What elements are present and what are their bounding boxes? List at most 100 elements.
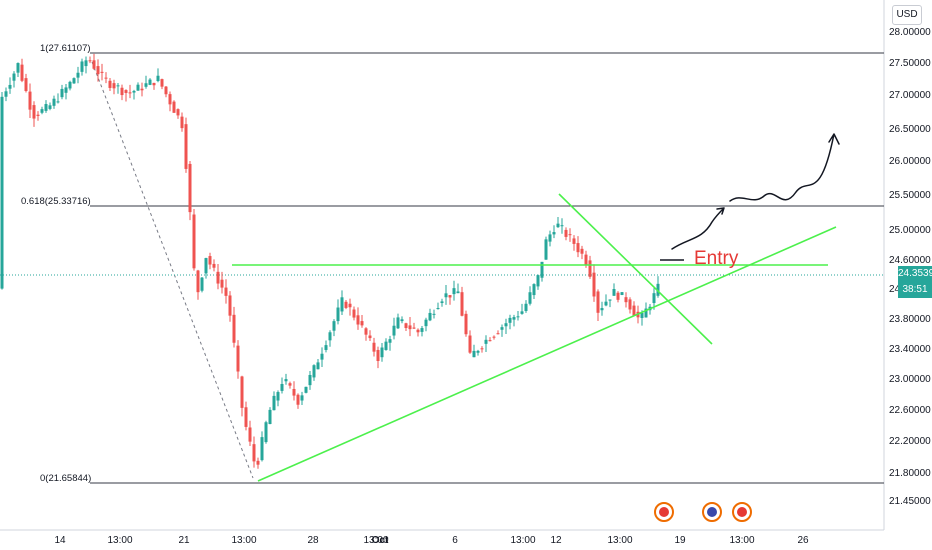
candle [432,309,436,319]
entry-label: Entry [694,248,739,269]
candle [376,346,380,369]
candle [128,84,132,99]
candle [620,292,624,296]
candle [228,291,232,322]
candle [304,386,308,394]
x-tick-label: 6 [452,535,458,546]
y-tick-label: 23.40000 [889,344,931,355]
candle [268,407,272,425]
candle [232,306,236,348]
us-flag-icon [707,507,717,517]
candle [452,280,456,301]
descending-trendline [558,193,713,345]
x-tick-label: 13:00 [607,535,632,546]
y-axis-ticks: 28.00000 27.50000 27.00000 26.50000 26.00000… [889,27,931,507]
candle [344,299,348,310]
candle [532,283,536,300]
currency-badge[interactable]: USD [892,5,922,25]
fib-trend-dashed [91,61,254,479]
candle [504,318,508,334]
x-tick-label: 21 [178,535,190,546]
candle [0,91,4,290]
candle [328,330,332,347]
candle [420,325,424,337]
us-flag-icon [659,507,669,517]
candle [60,84,64,100]
y-tick-label: 22.60000 [889,405,931,416]
candle [284,373,288,385]
candle [28,83,32,119]
candle [100,63,104,81]
candle [380,342,384,362]
candle [308,371,312,390]
y-tick-label: 27.00000 [889,90,931,101]
x-tick-label: Oct [372,535,389,546]
candle [572,235,576,251]
candle [208,252,212,270]
candle [340,290,344,316]
candle [592,264,596,302]
candle [36,111,40,121]
candle [312,364,316,381]
candle [632,301,636,317]
candle [652,288,656,310]
candle [116,83,120,94]
candle [352,306,356,321]
y-tick-label: 23.80000 [889,314,931,325]
candle [656,276,660,298]
candle [104,72,108,84]
candle [52,95,56,109]
candle [616,291,620,303]
candle [492,335,496,340]
candle [556,217,560,228]
candle [280,377,284,394]
y-tick-label: 28.00000 [889,27,931,38]
y-tick-label: 24.60000 [889,255,931,266]
candle [224,279,228,304]
candle [356,307,360,330]
x-tick-label: 13:00 [107,535,132,546]
candle [156,68,160,83]
candle [56,93,60,104]
candle [360,314,364,328]
candle [188,161,192,221]
candle [184,117,188,173]
axis-lines [0,0,885,531]
x-tick-label: 13:00 [363,535,388,546]
candle [464,310,468,337]
y-tick-label: 22.20000 [889,436,931,447]
candle [240,375,244,417]
candle [388,335,392,351]
candle [408,316,412,337]
candle [512,314,516,327]
candle [564,227,568,241]
event-icons[interactable] [654,502,752,522]
candle [92,53,96,70]
candle [192,208,196,271]
candle [604,294,608,307]
candle [172,100,176,113]
candle [44,100,48,113]
candle [32,101,36,127]
fibonacci-levels: 1(27.61107) 0.618(25.33716) 0(21.65844) [21,43,884,484]
candle [120,84,124,101]
candle [112,79,116,95]
candle [324,340,328,353]
candle [488,337,492,342]
candle [84,56,88,74]
candle [544,236,548,260]
candle [196,269,200,300]
candle [164,86,168,98]
candle [8,77,12,94]
candle [460,286,464,317]
candle [588,255,592,279]
candle [528,286,532,306]
candle [80,58,84,76]
candle [448,295,452,305]
candle [88,56,92,64]
x-tick-label: 13:00 [510,535,535,546]
candle [276,390,280,407]
candle [204,257,208,279]
candle [608,299,612,308]
